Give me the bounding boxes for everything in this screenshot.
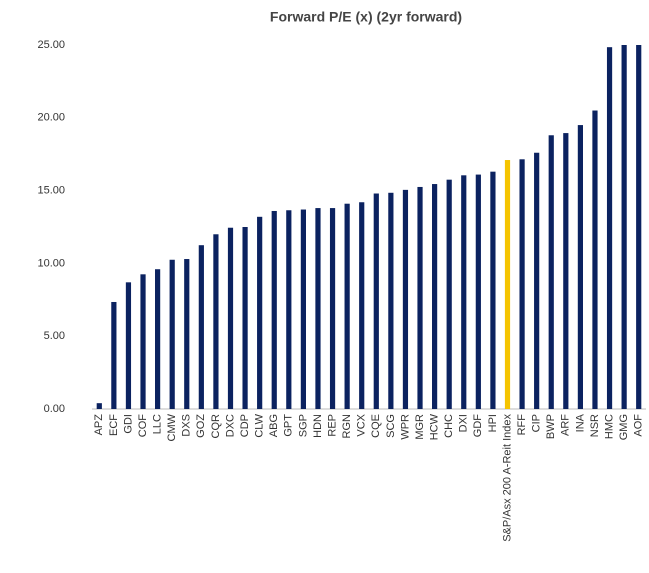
x-tick-label: LLC: [152, 414, 164, 434]
x-tick-label: GPT: [283, 414, 295, 437]
bar: [198, 245, 204, 409]
bar: [548, 135, 554, 409]
bar: [636, 45, 642, 409]
bar: [359, 202, 365, 409]
y-tick-label: 0.00: [44, 403, 65, 415]
bar: [577, 125, 583, 409]
x-tick-label: WPR: [399, 414, 411, 440]
bar: [213, 234, 219, 409]
x-tick-label: CQR: [210, 414, 222, 439]
x-tick-label: HCW: [429, 413, 441, 440]
bar: [373, 193, 379, 409]
x-tick-label: CMW: [166, 413, 178, 441]
bar: [446, 179, 452, 409]
bar: [606, 47, 613, 410]
y-tick-label: 10.00: [37, 257, 65, 269]
x-tick-label: AOF: [633, 414, 645, 437]
bar: [242, 227, 248, 409]
bar: [111, 301, 117, 409]
y-tick-label: 15.00: [37, 185, 65, 197]
x-tick-label: DXS: [181, 414, 193, 437]
bar: [475, 174, 481, 409]
x-tick-label: MGR: [414, 414, 426, 440]
bar: [504, 160, 511, 409]
bar: [271, 210, 277, 409]
bar: [417, 186, 423, 409]
bar: [300, 209, 306, 409]
x-tick-label: BWP: [545, 414, 557, 439]
bar: [534, 152, 540, 409]
x-tick-label: RGN: [341, 414, 353, 439]
x-tick-label: ECF: [108, 414, 120, 436]
x-tick-label: GOZ: [195, 414, 207, 438]
x-tick-label: GDF: [472, 414, 484, 438]
bar: [125, 282, 132, 409]
x-tick-label: DXC: [224, 414, 236, 437]
bar: [155, 269, 161, 409]
x-tick-label: CIP: [531, 414, 543, 432]
chart-title: Forward P/E (x) (2yr forward): [270, 9, 462, 25]
bar: [592, 110, 598, 410]
x-tick-label: ABG: [268, 414, 280, 437]
bar: [329, 208, 336, 409]
x-tick-label: HDN: [312, 414, 324, 438]
y-tick-label: 25.00: [37, 39, 65, 51]
x-tick-label: HPI: [487, 414, 499, 432]
x-tick-label: REP: [326, 414, 338, 437]
x-tick-label: ARF: [560, 414, 572, 436]
bar: [621, 45, 627, 409]
x-tick-label: COF: [137, 414, 149, 438]
x-tick-label: CQE: [370, 414, 382, 438]
x-tick-label: GDI: [122, 414, 134, 434]
x-tick-label: CLW: [254, 413, 266, 437]
x-tick-label: CHC: [443, 414, 455, 438]
bar: [227, 227, 234, 409]
x-tick-label: SGP: [297, 414, 309, 437]
x-tick-label: APZ: [93, 414, 105, 436]
bar: [140, 274, 146, 409]
bar: [315, 208, 321, 409]
x-tick-label: INA: [574, 413, 586, 432]
y-tick-label: 20.00: [37, 112, 65, 124]
y-tick-label: 5.00: [44, 330, 65, 342]
x-tick-label: S&P/Asx 200 A-Reit Index: [501, 414, 513, 542]
bar: [432, 184, 438, 409]
x-tick-label: VCX: [356, 413, 368, 436]
x-tick-label: RFF: [516, 414, 528, 436]
bar: [257, 216, 263, 409]
x-tick-label: CDP: [239, 414, 251, 437]
bar: [169, 259, 175, 409]
bar: [519, 159, 525, 409]
bar: [286, 210, 292, 409]
x-tick-label: DXI: [458, 414, 470, 432]
bar: [344, 203, 350, 409]
bar: [184, 259, 190, 409]
bar: [461, 175, 467, 409]
bar: [490, 171, 496, 409]
x-tick-label: NSR: [589, 414, 601, 437]
bar: [96, 403, 102, 409]
x-tick-label: GMG: [618, 414, 630, 440]
bar: [402, 189, 409, 409]
x-tick-label: HMC: [603, 414, 615, 439]
x-tick-label: SCG: [385, 414, 397, 438]
bar: [388, 192, 394, 409]
bar: [563, 133, 569, 409]
